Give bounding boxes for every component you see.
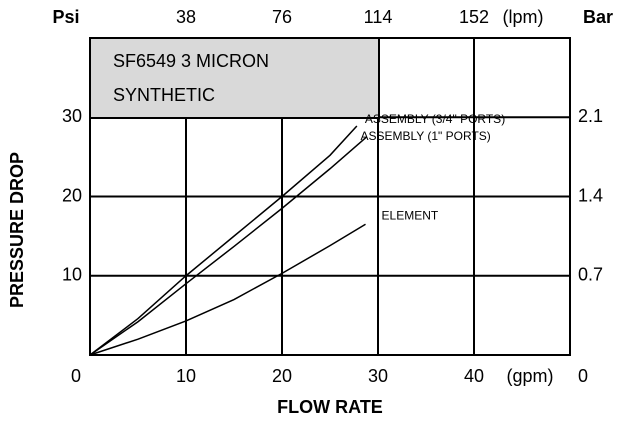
x2-tick-label: 76 (272, 7, 292, 27)
series-label: ASSEMBLY (3/4" PORTS) (365, 112, 505, 126)
x2-tick-label: 114 (364, 7, 393, 27)
y-unit: Psi (52, 7, 79, 27)
y2-tick-label: 0 (578, 366, 588, 386)
series-line (89, 223, 366, 356)
x-axis-title: FLOW RATE (277, 397, 383, 417)
series-line (89, 136, 367, 356)
y-tick-label: 30 (62, 106, 82, 126)
y-tick-label: 10 (62, 265, 82, 285)
y2-tick-label: 2.1 (578, 106, 603, 126)
annotation: SF6549 3 MICRON (113, 51, 269, 71)
y-axis-title: PRESSURE DROP (7, 152, 27, 308)
annotation-box (89, 37, 380, 119)
x2-tick-label: 152 (459, 7, 489, 27)
x-tick-label: 10 (176, 366, 196, 386)
x-tick-label: 40 (464, 366, 484, 386)
x-tick-label: 30 (368, 366, 388, 386)
y2-unit: Bar (583, 7, 613, 27)
x-unit: (gpm) (506, 366, 553, 386)
x-tick-label: 0 (71, 366, 81, 386)
x-tick-label: 20 (272, 366, 292, 386)
y-tick-label: 20 (62, 185, 82, 205)
y2-tick-label: 0.7 (578, 265, 603, 285)
annotation: SYNTHETIC (113, 85, 215, 105)
y2-tick-label: 1.4 (578, 185, 603, 205)
x2-tick-label: 38 (176, 7, 196, 27)
series-label: ELEMENT (382, 208, 439, 222)
series-line (89, 125, 358, 356)
x2-unit: (lpm) (503, 7, 544, 27)
series-label: ASSEMBLY (1" PORTS) (360, 129, 490, 143)
